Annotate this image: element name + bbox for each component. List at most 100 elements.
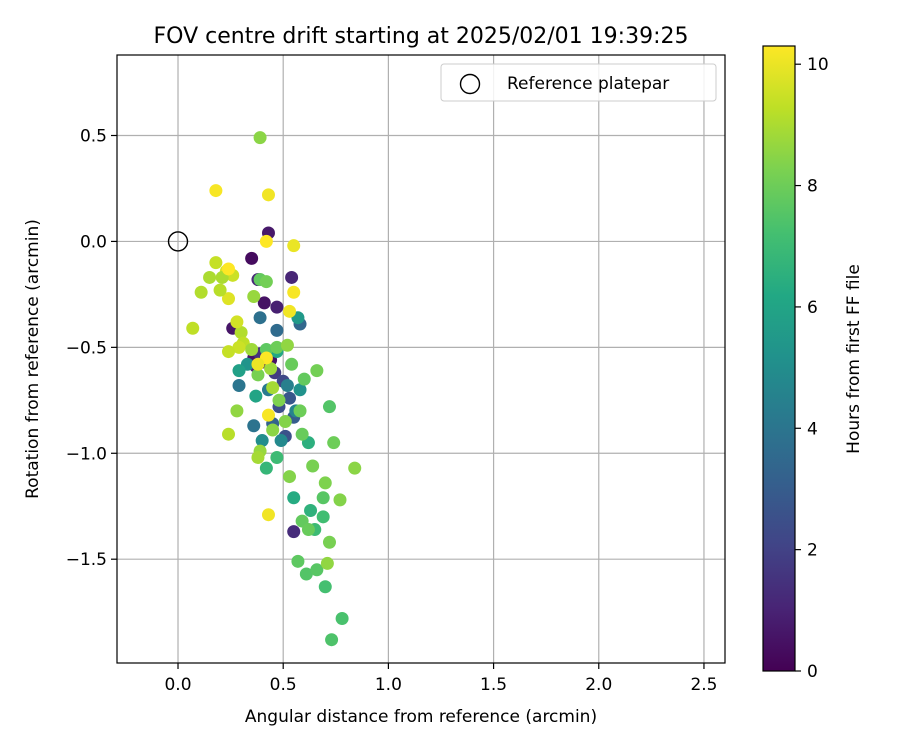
scatter-point	[270, 451, 284, 465]
colorbar-gradient	[762, 45, 796, 672]
plot-area	[117, 55, 725, 663]
scatter-point	[222, 262, 236, 276]
scatter-point	[259, 275, 273, 289]
colorbar-tick-label: 8	[807, 177, 818, 197]
colorbar-tick-label: 10	[807, 55, 829, 75]
scatter-point	[230, 404, 244, 418]
scatter-point	[266, 381, 280, 395]
scatter-point	[222, 427, 236, 441]
scatter-point	[253, 131, 267, 145]
scatter-point	[251, 451, 265, 465]
scatter-point	[283, 470, 297, 484]
colorbar-tick-label: 2	[807, 541, 818, 561]
x-tick-label: 2.5	[690, 675, 717, 695]
scatter-points	[186, 131, 362, 647]
scatter-point	[270, 340, 284, 354]
scatter-point	[316, 510, 330, 524]
scatter-point	[186, 321, 200, 335]
scatter-point	[249, 389, 263, 403]
scatter-point	[261, 408, 275, 422]
y-axis-ticks: 0.5 0.0 −0.5 −1.0 −1.5	[66, 127, 117, 570]
scatter-point	[245, 342, 259, 356]
scatter-point	[287, 491, 301, 505]
x-axis-ticks: 0.0 0.5 1.0 1.5 2.0 2.5	[164, 663, 717, 695]
reference-marker-layer	[167, 231, 189, 252]
scatter-point	[253, 311, 267, 325]
y-tick-label: −1.0	[66, 444, 107, 464]
scatter-point	[257, 296, 271, 310]
y-axis-label: Rotation from reference (arcmin)	[23, 219, 43, 499]
colorbar-ticks: 0 2 4 6 8 10	[795, 55, 829, 682]
legend-box	[440, 63, 717, 102]
scatter-point	[194, 285, 208, 299]
colorbar-tick-label: 4	[807, 419, 818, 439]
scatter-point	[203, 270, 217, 284]
colorbar-tick-label: 6	[807, 298, 818, 318]
scatter-point	[291, 554, 305, 568]
scatter-point	[348, 461, 362, 475]
scatter-point	[318, 580, 332, 594]
scatter-point	[304, 503, 318, 517]
scatter-point	[270, 300, 284, 314]
legend: Reference platepar	[440, 63, 717, 102]
scatter-point	[283, 391, 297, 405]
scatter-point	[322, 535, 336, 549]
reference-marker	[167, 231, 189, 252]
scatter-point	[266, 423, 280, 437]
scatter-point	[259, 234, 273, 248]
x-tick-label: 1.0	[375, 675, 402, 695]
scatter-point	[261, 508, 275, 522]
scatter-point	[278, 414, 292, 428]
colorbar-tick-label: 0	[807, 662, 818, 682]
scatter-point	[230, 315, 244, 329]
scatter-point	[247, 290, 261, 304]
plot-frame	[116, 54, 726, 664]
scatter-point	[259, 461, 273, 475]
chart-title: FOV centre drift starting at 2025/02/01 …	[154, 24, 689, 49]
scatter-point	[232, 378, 246, 392]
scatter-point	[327, 436, 341, 450]
scatter-point	[306, 459, 320, 473]
colorbar-label: Hours from first FF file	[844, 264, 864, 454]
x-tick-label: 2.0	[585, 675, 612, 695]
scatter-point	[287, 525, 301, 539]
scatter-point	[247, 419, 261, 433]
scatter-point	[316, 491, 330, 505]
scatter-point	[287, 239, 301, 253]
scatter-point	[285, 270, 299, 284]
scatter-point	[251, 357, 265, 371]
scatter-point	[280, 338, 294, 352]
grid-lines	[117, 55, 725, 663]
y-tick-label: 0.0	[80, 232, 107, 252]
scatter-point	[272, 393, 286, 407]
scatter-point	[322, 400, 336, 414]
scatter-point	[232, 340, 246, 354]
scatter-point	[301, 523, 315, 537]
scatter-point	[274, 434, 288, 448]
scatter-point	[270, 323, 284, 337]
x-tick-label: 0.0	[164, 675, 191, 695]
scatter-point	[209, 256, 223, 270]
y-tick-label: 0.5	[80, 127, 107, 147]
legend-label: Reference platepar	[507, 74, 669, 94]
scatter-point	[325, 633, 339, 647]
scatter-point	[280, 378, 294, 392]
scatter-point	[222, 292, 236, 306]
scatter-point	[310, 364, 324, 378]
legend-marker-icon	[459, 73, 481, 95]
scatter-point	[293, 404, 307, 418]
scatter-point	[285, 357, 299, 371]
scatter-point	[251, 368, 265, 382]
scatter-point	[209, 184, 223, 198]
y-tick-label: −1.5	[66, 550, 107, 570]
scatter-point	[287, 285, 301, 299]
scatter-point	[283, 304, 297, 318]
x-axis-label: Angular distance from reference (arcmin)	[245, 707, 597, 727]
x-tick-label: 1.5	[480, 675, 507, 695]
colorbar: 0 2 4 6 8 10 Hours from first FF file	[762, 45, 864, 682]
scatter-point	[320, 556, 334, 570]
scatter-point	[264, 362, 278, 376]
scatter-point	[232, 364, 246, 378]
